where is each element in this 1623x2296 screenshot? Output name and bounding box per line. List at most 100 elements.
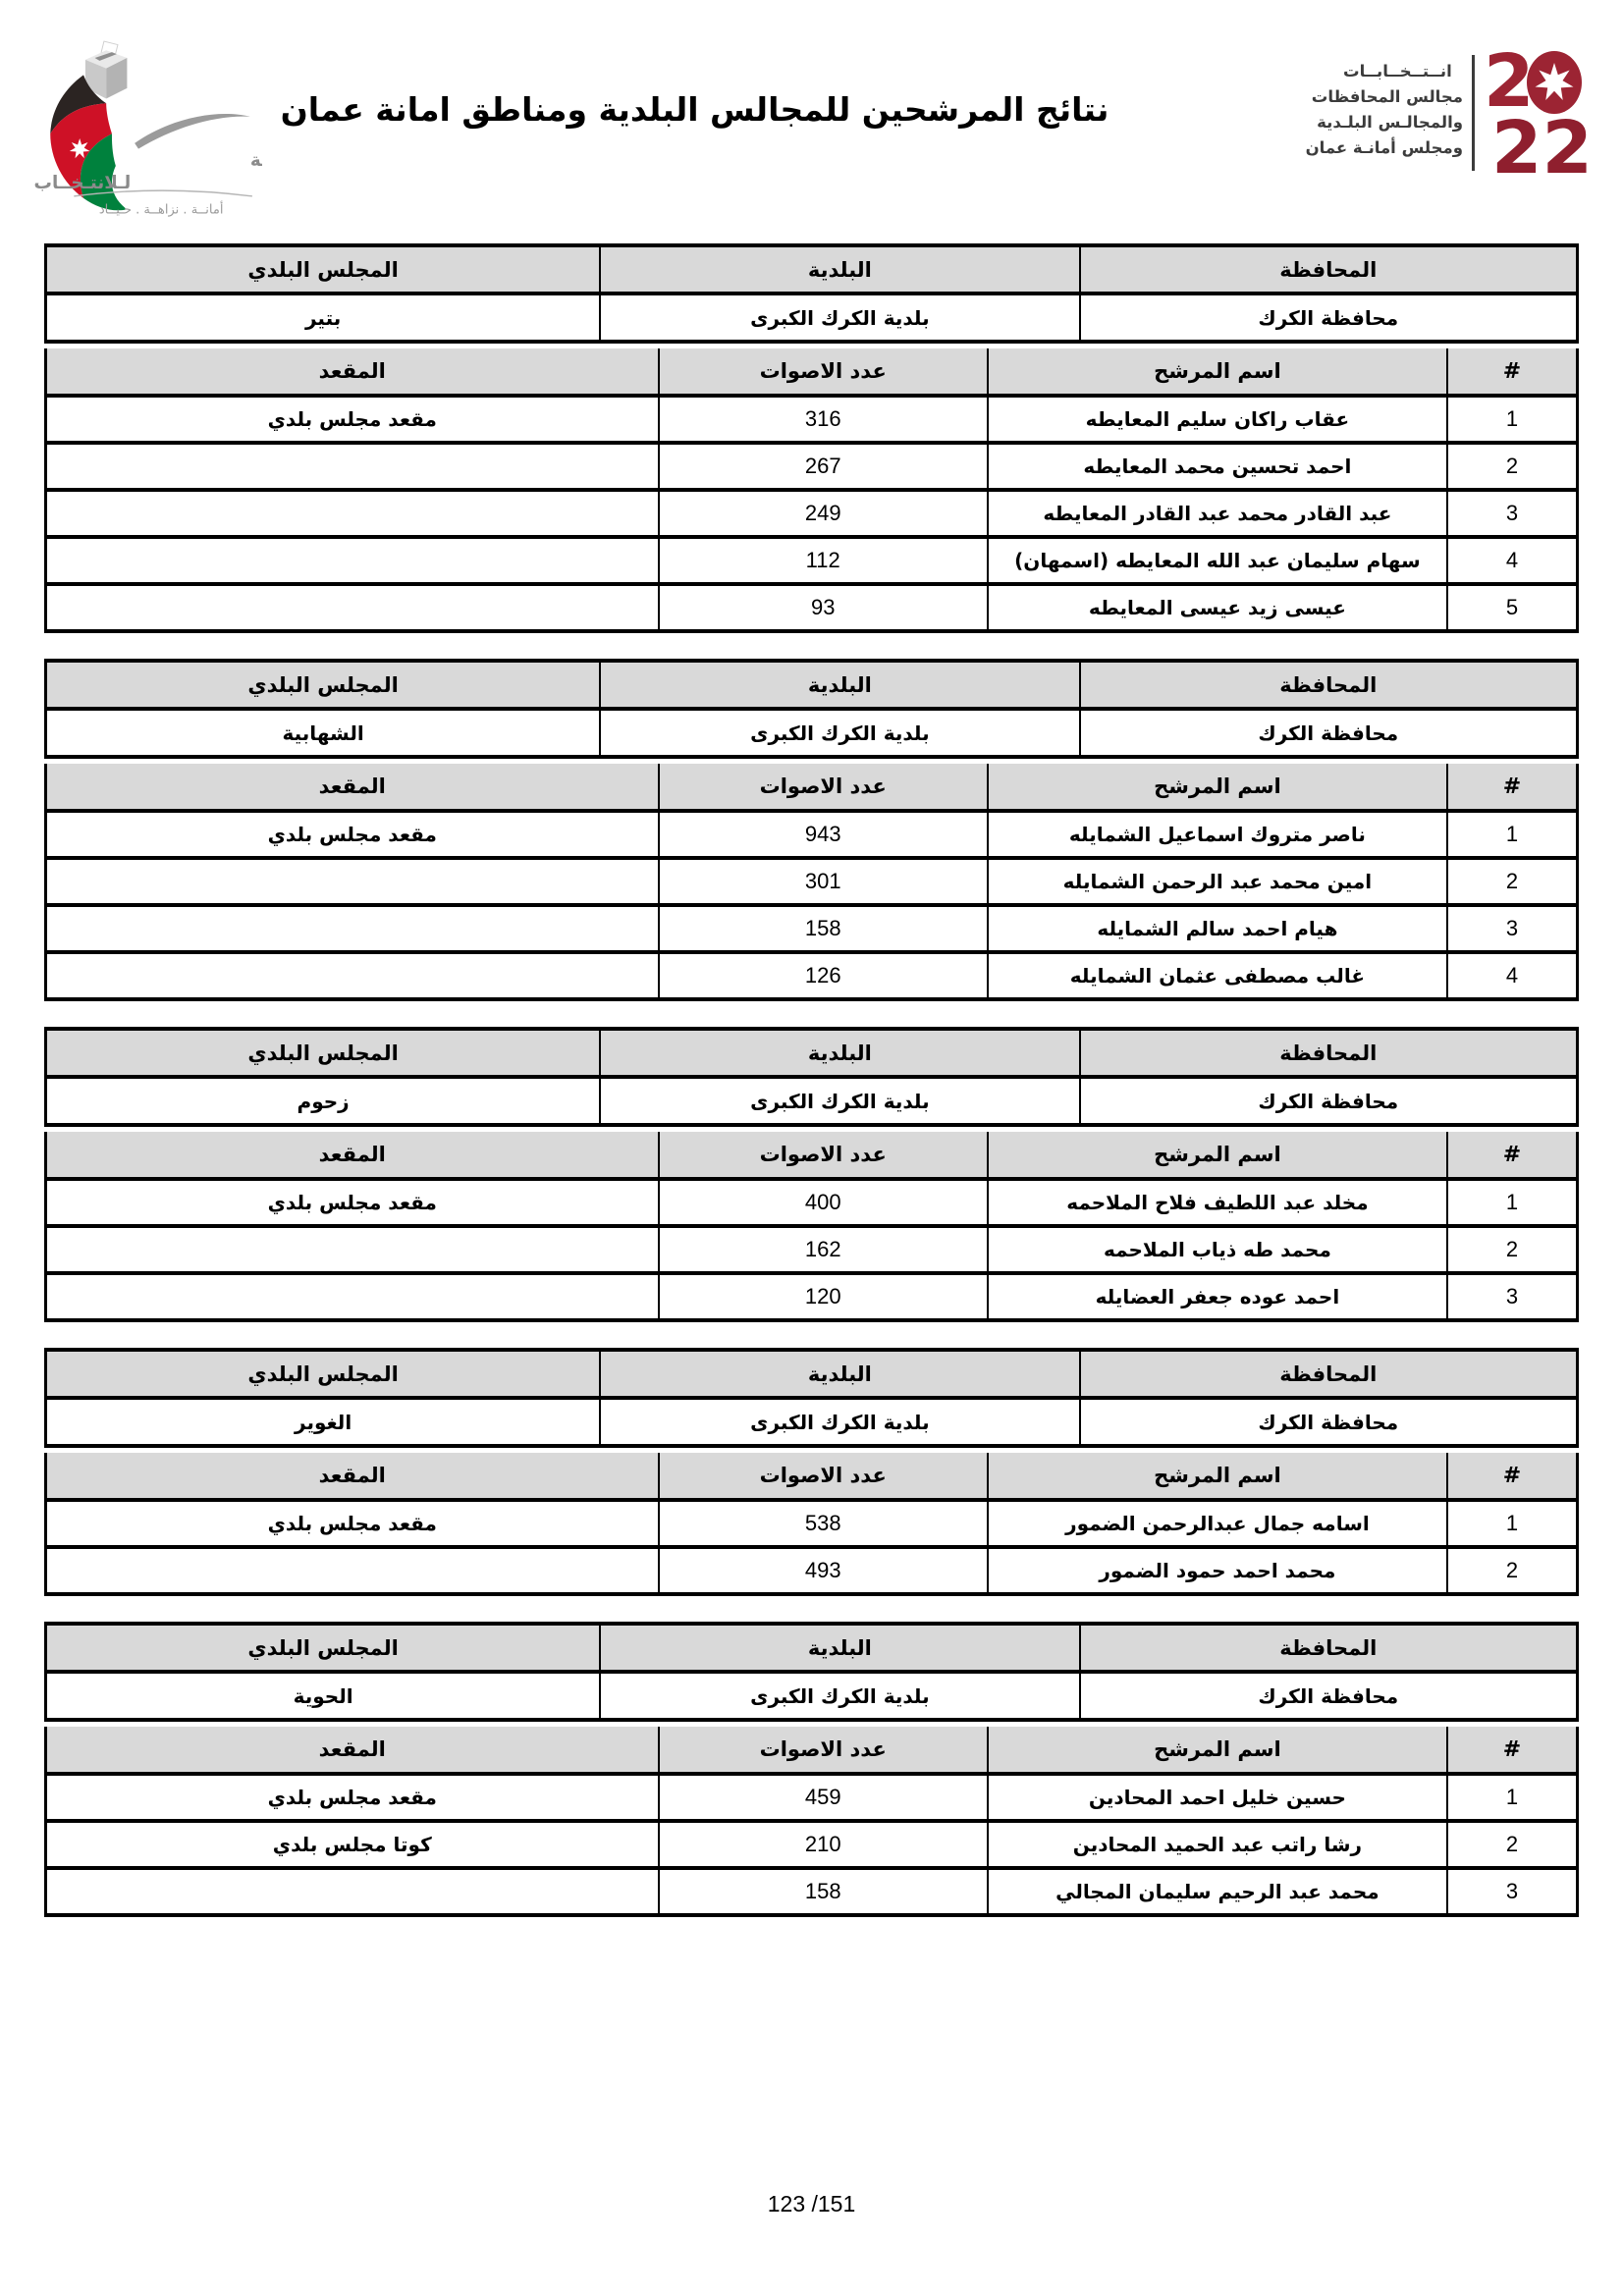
seat-type [44,1224,660,1275]
candidate-row: 1 اسامه جمال عبدالرحمن الضمور 538 مقعد مجلس… [44,1498,1579,1549]
seat-type: كوتا مجلس بلدي [44,1819,660,1870]
elections-logo-line: انــتــخــابــات [1343,62,1452,80]
seat-type: مقعد مجلس بلدي [44,1498,660,1549]
results-table-block: المحافظة البلدية المجلس البلدي محافظة ال… [44,659,1579,1001]
municipality-value: بلدية الكرك الكبرى [599,1075,1081,1127]
candidate-row: 1 مخلد عبد اللطيف فلاح الملاحمه 400 مقعد مج… [44,1177,1579,1228]
seat-type [44,535,660,586]
page-title: نتائج المرشحين للمجالس البلدية ومناطق ام… [280,90,1109,129]
council-header: المجلس البلدي [44,1027,602,1079]
governorate-value: محافظة الكرك [1078,292,1579,344]
elections-logo-text: انــتــخــابــات مجالس المحافظات والمجال… [1306,47,1463,161]
votes-header: عدد الاصوات [657,764,989,813]
council-header: المجلس البلدي [44,243,602,295]
flag-ribbon-icon [50,75,128,211]
seat-type: مقعد مجلس بلدي [44,394,660,445]
candidate-row: 1 حسين خليل احمد المحادين 459 مقعد مجلس بلد… [44,1772,1579,1823]
seat-type [44,950,660,1001]
candidate-name: امين محمد عبد الرحمن الشمايله [986,856,1448,907]
votes-count: 493 [657,1545,989,1596]
year-top-digit: 2 [1484,47,1535,124]
votes-count: 459 [657,1772,989,1823]
seat-type [44,1545,660,1596]
tables-container: المحافظة البلدية المجلس البلدي محافظة ال… [44,243,1579,1943]
votes-count: 301 [657,856,989,907]
candidate-name-header: اسم المرشح [986,1727,1448,1776]
municipality-header: البلدية [599,1348,1081,1400]
municipality-header: البلدية [599,243,1081,295]
row-number: 3 [1445,1271,1579,1322]
candidate-name: عيسى زيد عيسى المعايطه [986,582,1448,633]
iec-tagline: أمانــة . نزاهــة . حـيــاد [99,200,224,217]
candidate-row: 4 سهام سليمان عبد الله المعايطه (اسمهان) 1… [44,535,1579,586]
divider-arc [74,189,252,197]
council-info-table: المحافظة البلدية المجلس البلدي محافظة ال… [44,659,1579,759]
iec-logo: الهيئة المسـتقلة لـلانتـخــاب أمانــة . … [15,29,395,221]
elections-logo-line: مجالس المحافظات [1311,87,1463,106]
candidate-row: 2 امين محمد عبد الرحمن الشمايله 301 [44,856,1579,907]
candidate-row: 2 محمد احمد حمود الضمور 493 [44,1545,1579,1596]
council-info-table: المحافظة البلدية المجلس البلدي محافظة ال… [44,1027,1579,1127]
candidate-row: 4 غالب مصطفى عثمان الشمايله 126 [44,950,1579,1001]
elections-2022-logo: انــتــخــابــات مجالس المحافظات والمجال… [1306,47,1608,185]
info-header-row: المحافظة البلدية المجلس البلدي [44,243,1579,295]
candidate-name: عقاب راكان سليم المعايطه [986,394,1448,445]
info-header-row: المحافظة البلدية المجلس البلدي [44,1027,1579,1079]
votes-count: 267 [657,441,989,492]
row-number: 3 [1445,903,1579,954]
municipality-value: بلدية الكرك الكبرى [599,1670,1081,1722]
info-value-row: محافظة الكرك بلدية الكرك الكبرى بتير [44,292,1579,344]
governorate-header: المحافظة [1078,1027,1579,1079]
candidate-name: رشا راتب عبد الحميد المحادين [986,1819,1448,1870]
iec-name-line1: الهيئة المسـتقلة [250,150,262,171]
votes-header: عدد الاصوات [657,1727,989,1776]
star-icon [1535,63,1574,100]
row-number: 4 [1445,950,1579,1001]
governorate-header: المحافظة [1078,1348,1579,1400]
candidate-name: محمد طه ذياب الملاحمه [986,1224,1448,1275]
seat-header: المقعد [44,1453,660,1502]
votes-count: 158 [657,1866,989,1917]
seat-header: المقعد [44,764,660,813]
candidate-name-header: اسم المرشح [986,348,1448,398]
candidate-row: 3 عبد القادر محمد عبد القادر المعايطه 249 [44,488,1579,539]
votes-count: 112 [657,535,989,586]
candidate-name: عبد القادر محمد عبد القادر المعايطه [986,488,1448,539]
row-number: 3 [1445,488,1579,539]
row-number: 1 [1445,394,1579,445]
council-header: المجلس البلدي [44,1348,602,1400]
row-number: 2 [1445,1819,1579,1870]
governorate-header: المحافظة [1078,243,1579,295]
votes-count: 538 [657,1498,989,1549]
municipality-header: البلدية [599,1027,1081,1079]
year-2022-icon: 2 22 [1484,47,1590,179]
candidates-table: # اسم المرشح عدد الاصوات المقعد 1 عقاب را… [44,348,1579,633]
candidates-table: # اسم المرشح عدد الاصوات المقعد 1 اسامه ج… [44,1453,1579,1596]
candidates-header-row: # اسم المرشح عدد الاصوات المقعد [44,1453,1579,1502]
votes-count: 93 [657,582,989,633]
info-header-row: المحافظة البلدية المجلس البلدي [44,1622,1579,1674]
candidate-row: 3 محمد عبد الرحيم سليمان المجالي 158 [44,1866,1579,1917]
governorate-header: المحافظة [1078,1622,1579,1674]
row-number: 2 [1445,1224,1579,1275]
seat-type [44,488,660,539]
seat-type [44,903,660,954]
candidate-name: احمد تحسين محمد المعايطه [986,441,1448,492]
votes-header: عدد الاصوات [657,1132,989,1181]
candidate-row: 5 عيسى زيد عيسى المعايطه 93 [44,582,1579,633]
votes-count: 126 [657,950,989,1001]
candidate-row: 2 رشا راتب عبد الحميد المحادين 210 كوتا مجل… [44,1819,1579,1870]
row-number: 5 [1445,582,1579,633]
council-info-table: المحافظة البلدية المجلس البلدي محافظة ال… [44,1348,1579,1448]
votes-header: عدد الاصوات [657,348,989,398]
votes-count: 249 [657,488,989,539]
seat-type [44,582,660,633]
votes-count: 400 [657,1177,989,1228]
number-header: # [1445,1132,1579,1181]
council-value: الغوير [44,1396,602,1448]
info-value-row: محافظة الكرك بلدية الكرك الكبرى الغوير [44,1396,1579,1448]
star-icon [69,138,90,159]
votes-count: 943 [657,809,989,860]
page-footer: 123 /151 [0,2191,1623,2217]
